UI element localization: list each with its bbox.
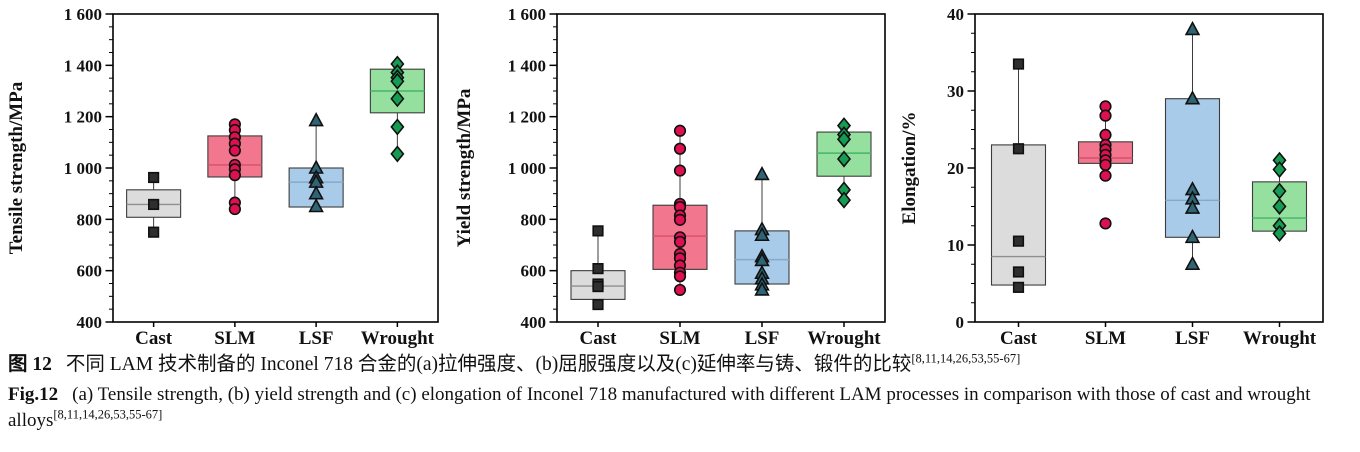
caption-en-reference-superscript: [8,11,14,26,53,55-67] <box>53 407 163 422</box>
svg-text:Yield strength/MPa: Yield strength/MPa <box>455 88 475 247</box>
svg-text:600: 600 <box>521 262 547 281</box>
svg-text:30: 30 <box>947 82 964 101</box>
svg-text:LSF: LSF <box>1175 328 1210 348</box>
svg-text:1 000: 1 000 <box>508 159 546 178</box>
svg-text:1 400: 1 400 <box>508 56 546 75</box>
svg-text:Wrought: Wrought <box>361 328 435 348</box>
svg-text:0: 0 <box>956 313 965 332</box>
svg-text:Tensile strength/MPa: Tensile strength/MPa <box>6 81 27 254</box>
svg-text:1 200: 1 200 <box>64 108 102 127</box>
svg-text:1 400: 1 400 <box>64 56 102 75</box>
figure-panel-row: 400 600 800 1 000 1 200 1 400 1 600 Cast SLM LSF W… <box>6 5 1324 348</box>
svg-text:800: 800 <box>521 210 547 229</box>
svg-text:40: 40 <box>947 5 964 24</box>
svg-text:Wrought: Wrought <box>1243 328 1317 348</box>
caption-english: Fig.12 (a) Tensile strength, (b) yield st… <box>8 382 1352 434</box>
caption-zh-reference-superscript: [8,11,14,26,53,55-67] <box>911 351 1021 366</box>
svg-text:1 000: 1 000 <box>64 159 102 178</box>
svg-text:400: 400 <box>521 313 547 332</box>
svg-text:10: 10 <box>947 236 964 255</box>
svg-text:800: 800 <box>77 210 103 229</box>
caption-en-prefix: Fig.12 <box>8 383 59 405</box>
svg-text:600: 600 <box>77 262 103 281</box>
svg-text:400: 400 <box>77 313 103 332</box>
chart-c-elongation-boxplot: 0 10 20 30 40 Cast SLM LSF Wrought Elongation/% <box>900 5 1324 348</box>
chart-a-tensile-strength-boxplot: 400 600 800 1 000 1 200 1 400 1 600 Cast SLM LSF W… <box>6 5 439 348</box>
svg-text:SLM: SLM <box>1085 328 1126 348</box>
svg-text:1 600: 1 600 <box>508 5 546 24</box>
svg-text:Cast: Cast <box>580 328 618 348</box>
svg-text:1 200: 1 200 <box>508 108 546 127</box>
chart-b-yield-strength-boxplot: 400 600 800 1 000 1 200 1 400 1 600 Cast SLM LSF W… <box>455 5 886 348</box>
svg-text:Cast: Cast <box>135 328 173 348</box>
svg-text:20: 20 <box>947 159 964 178</box>
svg-text:Cast: Cast <box>1000 328 1038 348</box>
svg-text:SLM: SLM <box>214 328 255 348</box>
svg-text:LSF: LSF <box>299 328 334 348</box>
caption-en-body: (a) Tensile strength, (b) yield strength… <box>8 383 1311 432</box>
caption-zh-prefix: 图 12 <box>8 354 52 375</box>
svg-text:SLM: SLM <box>659 328 700 348</box>
caption-zh-body: 不同 LAM 技术制备的 Inconel 718 合金的(a)拉伸强度、(b)屈… <box>65 354 912 375</box>
svg-text:LSF: LSF <box>745 328 780 348</box>
svg-text:Elongation/%: Elongation/% <box>900 112 920 225</box>
svg-text:Wrought: Wrought <box>807 328 881 348</box>
caption-chinese: 图 12 不同 LAM 技术制备的 Inconel 718 合金的(a)拉伸强度、… <box>8 352 1352 379</box>
figure-caption: 图 12 不同 LAM 技术制备的 Inconel 718 合金的(a)拉伸强度、… <box>8 352 1352 434</box>
svg-text:1 600: 1 600 <box>64 5 102 24</box>
